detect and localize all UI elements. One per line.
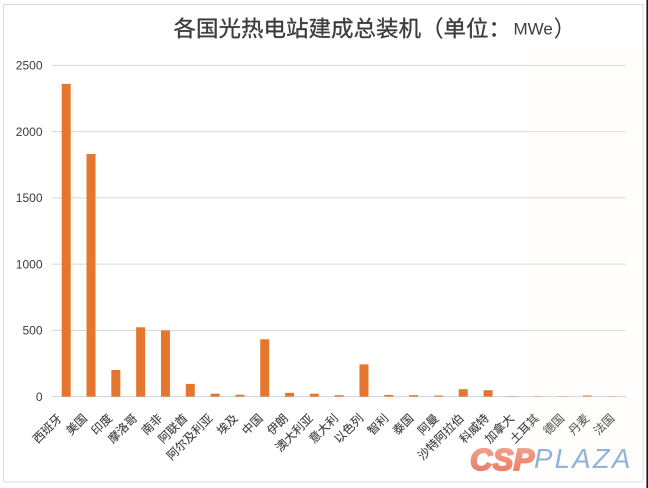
svg-text:CSP: CSP	[470, 442, 534, 477]
svg-text:0: 0	[36, 390, 43, 404]
svg-text:2000: 2000	[16, 125, 43, 139]
svg-text:1500: 1500	[16, 191, 43, 205]
svg-text:1000: 1000	[16, 257, 43, 271]
svg-text:2500: 2500	[16, 59, 43, 73]
svg-text:500: 500	[22, 324, 42, 338]
svg-text:PLAZA: PLAZA	[534, 443, 633, 474]
svg-text:MWe: MWe	[514, 20, 553, 39]
